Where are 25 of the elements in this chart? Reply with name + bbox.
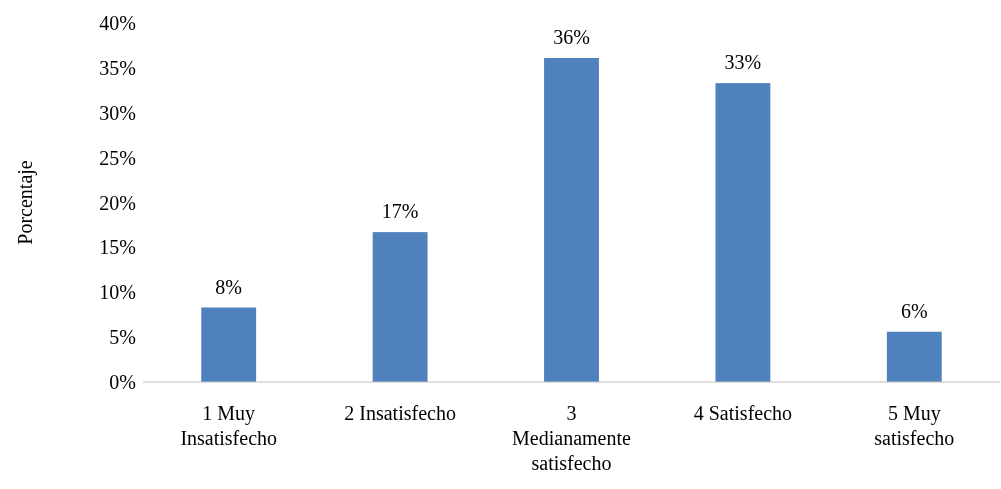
x-tick-label: 2 Insatisfecho [344, 402, 456, 424]
bar [201, 307, 257, 382]
y-tick-label: 35% [99, 56, 136, 79]
y-tick-label: 0% [109, 371, 136, 393]
x-tick-label: 5 Muy satisfecho [874, 402, 955, 449]
data-label: 36% [553, 26, 590, 48]
bar [544, 58, 599, 382]
y-axis-title: Porcentaje [14, 160, 37, 245]
x-tick-label: 4 Satisfecho [693, 402, 793, 424]
x-tick-label: 1 Muy Insatisfecho [180, 402, 278, 449]
bar [372, 232, 428, 382]
y-tick-label: 5% [109, 326, 136, 349]
y-tick-label: 25% [99, 146, 136, 169]
y-tick-label: 30% [99, 101, 136, 124]
data-label: 33% [724, 51, 762, 74]
x-tick-label: 3 Medianamente satisfecho [512, 402, 632, 474]
bar [715, 83, 771, 382]
data-label: 6% [900, 299, 928, 322]
data-label: 8% [215, 275, 243, 298]
y-tick-label: 10% [99, 281, 136, 304]
y-tick-label: 15% [99, 236, 136, 259]
y-tick-label: 20% [99, 191, 136, 214]
y-tick-label: 40% [99, 12, 136, 34]
data-label: 17% [381, 200, 419, 223]
bar [886, 331, 942, 382]
